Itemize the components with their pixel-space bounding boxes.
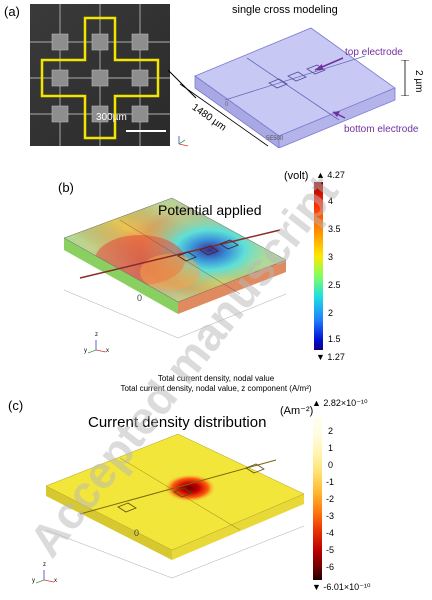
potential-colorbar	[314, 182, 323, 350]
current-colorbar-tick: -2	[326, 494, 335, 504]
axes-triad-a	[178, 136, 189, 147]
current-colorbar-tick: -3	[326, 511, 335, 521]
potential-colorbar-tick: 2	[328, 308, 334, 318]
potential-colorbar-tick: 2.5	[328, 280, 341, 290]
current-tick-zero: 0	[134, 528, 140, 538]
potential-colorbar-tick: 4	[328, 196, 334, 206]
current-min: ▼ -6.01×10⁻¹⁰	[312, 582, 371, 592]
panel-c-label: (c)	[8, 398, 24, 413]
current-unit: (Am⁻²)	[280, 405, 314, 417]
current-max: ▲ 2.82×10⁻¹⁰	[312, 398, 368, 408]
potential-plot	[63, 197, 287, 339]
scale-bar-label: 300µm	[96, 112, 127, 123]
potential-max: ▲ 4.27	[316, 170, 345, 180]
single-cross-model: 0	[194, 27, 396, 148]
axes-x-c: x	[54, 578, 57, 584]
axes-x-b: x	[106, 348, 109, 354]
svg-text:0: 0	[225, 102, 229, 108]
axes-triad-b	[87, 340, 107, 354]
potential-unit: (volt)	[284, 170, 309, 182]
current-colorbar-tick: -1	[326, 477, 335, 487]
axes-triad-c	[35, 570, 55, 584]
top-electrode-label: top electrode	[345, 47, 403, 58]
potential-colorbar-tick: 3	[328, 252, 334, 262]
panel-b-label: (b)	[58, 180, 74, 195]
axes-y-c: y	[32, 578, 35, 584]
potential-title: Potential applied	[158, 202, 262, 218]
cross-outline	[40, 16, 160, 140]
current-caption-2: Total current density, nodal value, z co…	[120, 384, 312, 393]
axes-z-b: z	[95, 332, 98, 338]
axes-y-b: y	[84, 348, 87, 354]
model-tick-far: 5E500	[266, 136, 284, 142]
length-dimension	[179, 83, 269, 147]
height-dimension-label: 2 µm	[413, 70, 424, 93]
panel-a-label: (a)	[4, 4, 20, 19]
potential-tick-zero: 0	[137, 293, 143, 303]
axes-z-c: z	[43, 562, 46, 568]
current-colorbar-tick: 1	[328, 443, 334, 453]
current-colorbar-tick: -4	[326, 528, 335, 538]
model-title: single cross modeling	[232, 4, 338, 16]
current-colorbar-tick: 0	[328, 460, 334, 470]
current-density-plot	[45, 433, 305, 579]
potential-colorbar-tick: 1.5	[328, 334, 341, 344]
current-colorbar	[313, 418, 322, 580]
bottom-electrode-label: bottom electrode	[344, 124, 419, 135]
connector-line	[168, 70, 197, 99]
current-title: Current density distribution	[88, 414, 267, 431]
current-colorbar-tick: -6	[326, 562, 335, 572]
potential-colorbar-tick: 3.5	[328, 224, 341, 234]
potential-min: ▼ 1.27	[316, 352, 345, 362]
height-dimension	[401, 60, 409, 96]
current-caption-1: Total current density, nodal value	[157, 374, 275, 383]
sem-image	[30, 4, 170, 146]
current-colorbar-tick: -5	[326, 545, 335, 555]
current-colorbar-tick: 2	[328, 426, 334, 436]
